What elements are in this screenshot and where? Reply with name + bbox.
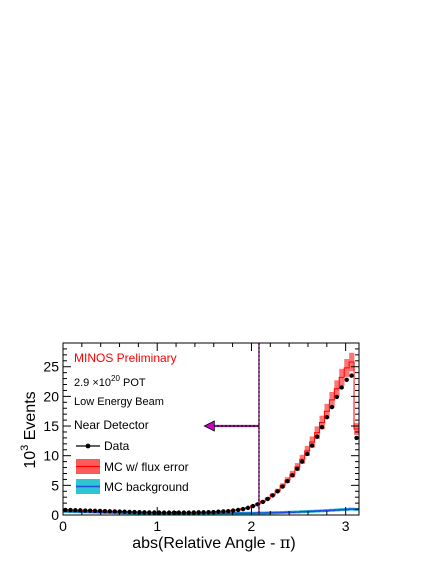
legend-data-marker [85,443,91,449]
data-point [245,505,251,511]
data-point [102,508,108,514]
data-point [309,443,315,448]
y-tick-label: 10 [43,448,59,464]
data-point [152,510,157,515]
legend-data-label: Data [104,439,130,453]
data-point [265,496,270,502]
data-point [280,484,285,489]
preliminary-label: MINOS Preliminary [74,351,177,365]
data-point [181,510,187,515]
x-axis-label-symbol: π [280,533,291,552]
data-point [226,508,231,514]
x-axis-label-end: ) [290,535,295,552]
legend-item-mc: MC w/ flux error [76,459,189,474]
y-tick-label: 0 [51,507,59,523]
data-point [122,509,127,514]
data-point [329,404,335,410]
data-point [270,493,275,498]
pot-label: 2.9 ×1020 POT [74,374,146,389]
data-point [87,508,93,513]
data-point [230,508,236,513]
cut-indicator-layer [203,343,260,515]
data-point [319,425,325,430]
data-point [171,510,177,515]
data-point [314,434,320,439]
legend-item-data: Data [76,439,130,453]
y-axis-label-text: Events [22,391,39,444]
data-point [147,510,152,515]
data-point [295,466,300,471]
y-tick-label: 25 [43,359,59,375]
data-point [305,451,310,457]
data-point [260,499,266,505]
data-point [201,510,206,515]
legend: Data MC w/ flux error MC background [76,439,189,494]
data-point [63,507,68,513]
data-point [97,508,103,514]
y-tick-label: 15 [43,418,59,434]
data-point [339,385,344,390]
data-point [166,510,172,515]
x-tick-label: 0 [59,518,67,534]
data-point [290,473,295,478]
data-point [132,509,137,515]
x-tick-label: 3 [342,518,350,534]
annotation-layer: MINOS Preliminary 2.9 ×1020 POT Low Ener… [19,351,296,552]
data-point [92,508,98,514]
data-point [349,373,354,378]
x-axis-label: abs(Relative Angle - π) [132,533,295,552]
data-point [221,509,226,514]
data-point [196,510,201,515]
tick-layer: 0 1 2 3 0 5 10 15 20 25 [43,343,359,534]
data-point [186,510,191,515]
pot-exponent: 20 [111,374,120,383]
data-point [73,508,78,513]
data-point [206,510,211,515]
data-point [112,509,118,514]
data-point [142,510,147,515]
data-points-layer [63,373,359,515]
x-axis-label-main: abs(Relative Angle - [132,535,280,552]
pot-suffix: POT [120,377,146,389]
data-point [324,414,330,420]
y-tick-label: 5 [51,477,59,493]
data-point [285,478,290,484]
data-point [161,510,167,515]
data-point [275,489,280,494]
legend-bg-label: MC background [104,480,189,494]
legend-mc-label: MC w/ flux error [104,460,189,474]
data-point [156,510,162,515]
y-axis-label-base: 10 [22,451,39,469]
data-point [78,508,83,513]
data-point [107,509,113,514]
beam-label: Low Energy Beam [74,396,164,408]
data-point [83,508,88,513]
axes-frame-layer [62,342,360,516]
data-point [176,510,182,515]
plot-frame [62,342,360,516]
data-point [300,459,305,464]
data-point [334,394,340,400]
x-tick-label: 2 [248,518,256,534]
data-point [216,509,221,514]
data-point [68,507,73,513]
x-tick-label: 1 [153,518,161,534]
y-tick-label: 20 [43,388,59,404]
detector-label: Near Detector [74,418,149,432]
data-point [240,506,246,512]
y-axis-label: 103 Events [19,391,39,468]
data-point [344,377,349,382]
cut-arrow-head [203,420,215,432]
y-axis-label-exp: 3 [19,445,31,451]
pot-prefix: 2.9 ×10 [74,377,111,389]
legend-item-bg: MC background [76,479,189,494]
data-point [127,509,132,515]
data-point [235,507,241,513]
